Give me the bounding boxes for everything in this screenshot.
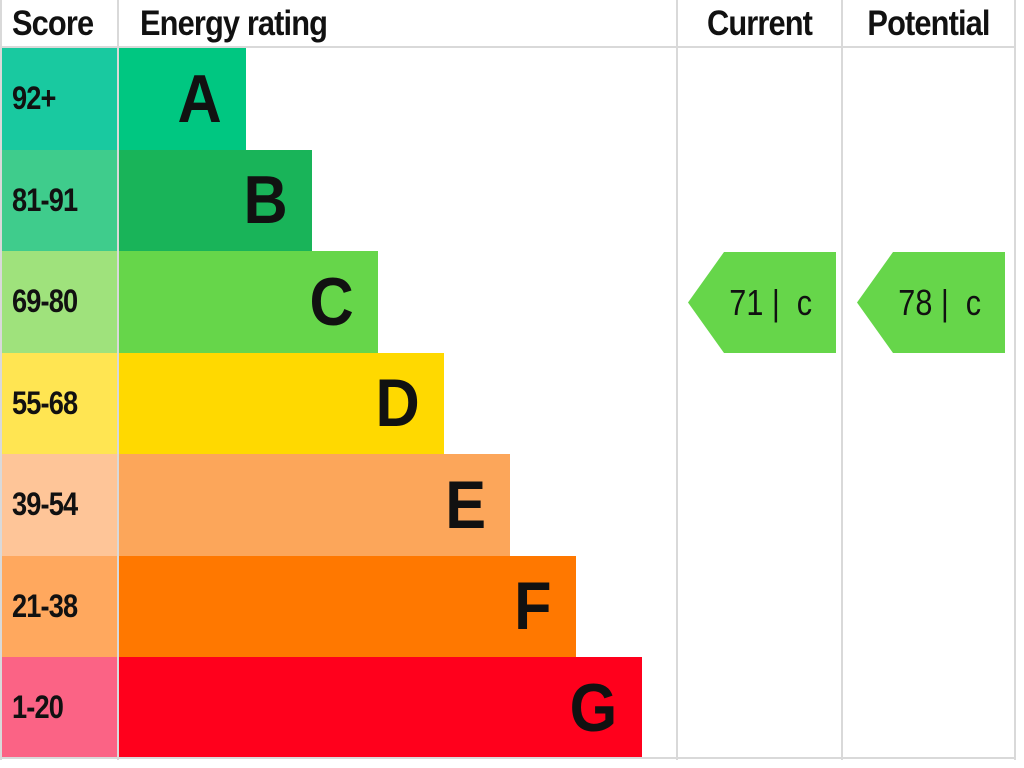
band-letter: B xyxy=(243,162,288,239)
score-range-label: 21-38 xyxy=(12,587,78,624)
score-range-g: 1-20 xyxy=(0,657,118,759)
score-column-header: Score xyxy=(12,3,94,43)
band-letter: D xyxy=(375,365,420,442)
potential-rating-indicator-arrow-fill xyxy=(857,252,1005,353)
potential-column-header: Potential xyxy=(867,3,990,43)
band-letter: C xyxy=(309,263,354,340)
band-bar-f: F xyxy=(118,555,576,657)
band-letter: A xyxy=(177,60,222,137)
score-range-b: 81-91 xyxy=(0,149,118,251)
band-bar-a: A xyxy=(118,48,246,150)
current-rating-indicator-arrow-shape xyxy=(688,252,836,353)
bottom-border-line xyxy=(0,757,1016,759)
score-range-label: 39-54 xyxy=(12,486,78,523)
band-bar-b: B xyxy=(118,149,312,251)
score-range-e: 39-54 xyxy=(0,454,118,556)
band-bar-g: G xyxy=(118,657,642,759)
score-range-label: 55-68 xyxy=(12,384,78,421)
current-column-header: Current xyxy=(706,3,813,43)
score-range-d: 55-68 xyxy=(0,352,118,454)
potential-rating-indicator-label: 78 | c xyxy=(898,281,982,323)
potential-divider-line xyxy=(841,0,843,760)
energy-rating-column-header: Energy rating xyxy=(140,3,328,43)
left-border-line xyxy=(0,0,2,760)
potential-rating-indicator: 78 | c xyxy=(857,252,1005,353)
current-rating-indicator: 71 | c xyxy=(688,252,836,353)
potential-rating-indicator-arrow-shape xyxy=(857,252,1005,353)
band-bar-e: E xyxy=(118,454,510,556)
current-divider-line xyxy=(676,0,678,760)
score-range-f: 21-38 xyxy=(0,555,118,657)
band-letter: F xyxy=(514,568,552,645)
score-range-label: 69-80 xyxy=(12,283,78,320)
header-divider-line xyxy=(0,46,1016,48)
band-letter: E xyxy=(444,466,486,543)
current-rating-indicator-label: 71 | c xyxy=(729,281,813,323)
band-bar-c: C xyxy=(118,251,378,353)
score-range-a: 92+ xyxy=(0,48,118,150)
band-letter: G xyxy=(569,669,618,746)
score-range-label: 1-20 xyxy=(12,689,64,726)
score-range-label: 92+ xyxy=(12,80,56,117)
score-range-label: 81-91 xyxy=(12,181,78,218)
band-bar-d: D xyxy=(118,352,444,454)
score-range-c: 69-80 xyxy=(0,251,118,353)
right-border-line xyxy=(1014,0,1016,760)
current-rating-indicator-arrow-fill xyxy=(688,252,836,353)
score-divider-line xyxy=(117,0,119,760)
